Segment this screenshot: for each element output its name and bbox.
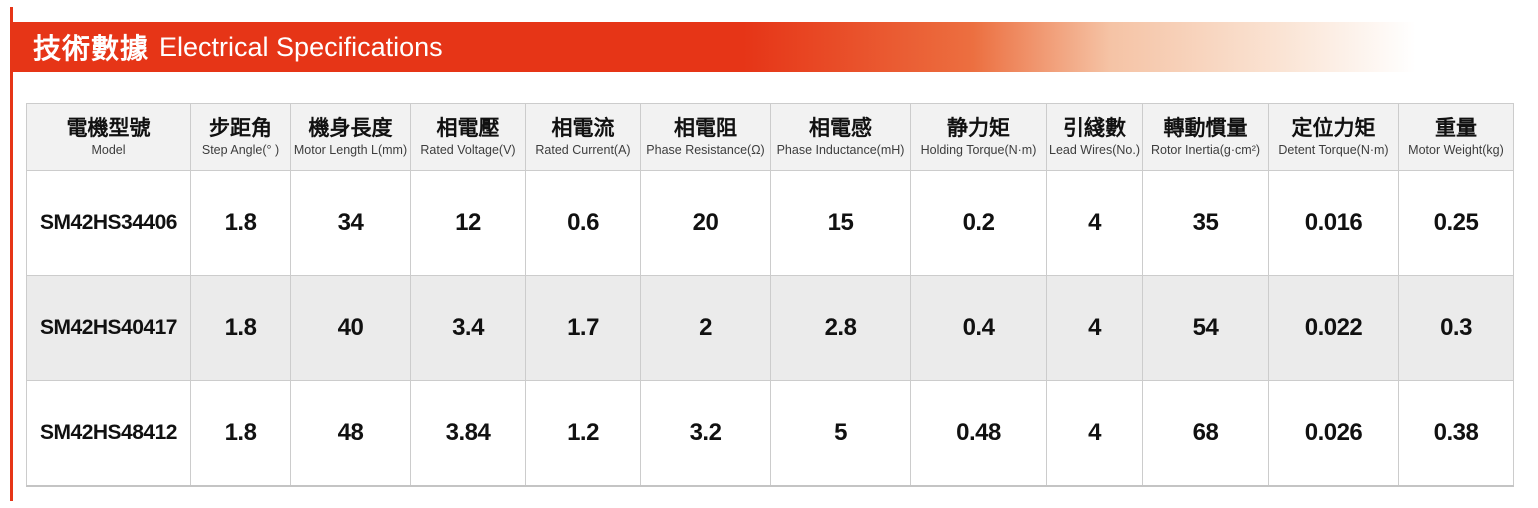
- col-header-step-angle: 步距角 Step Angle(° ): [190, 103, 291, 171]
- col-header-en: Rated Voltage(V): [420, 143, 516, 157]
- col-header-en: Rated Current(A): [535, 143, 631, 157]
- model-cell: SM42HS48412: [26, 380, 191, 486]
- col-header-en: Detent Torque(N·m): [1278, 143, 1389, 157]
- value-cell: 0.016: [1268, 170, 1399, 276]
- col-header-zh: 静力矩: [947, 116, 1010, 140]
- table-row: SM42HS48412 1.8 48 3.84 1.2 3.2 5 0.48 4…: [26, 380, 1514, 486]
- col-header-phase-inductance: 相電感 Phase Inductance(mH): [770, 103, 911, 171]
- value-cell: 0.38: [1398, 380, 1514, 486]
- col-header-zh: 轉動慣量: [1163, 116, 1248, 140]
- value-cell: 0.4: [910, 275, 1047, 381]
- value-cell: 1.8: [190, 275, 291, 381]
- col-header-rated-voltage: 相電壓 Rated Voltage(V): [410, 103, 526, 171]
- left-accent-line: [10, 7, 13, 501]
- col-header-phase-resistance: 相電阻 Phase Resistance(Ω): [640, 103, 771, 171]
- model-cell: SM42HS34406: [26, 170, 191, 276]
- value-cell: 15: [770, 170, 911, 276]
- col-header-zh: 引綫數: [1063, 116, 1126, 140]
- value-cell: 0.48: [910, 380, 1047, 486]
- value-cell: 4: [1046, 380, 1143, 486]
- value-cell: 2: [640, 275, 771, 381]
- value-cell: 54: [1142, 275, 1269, 381]
- value-cell: 1.2: [525, 380, 641, 486]
- col-header-en: Lead Wires(No.): [1049, 143, 1140, 157]
- banner-title-zh: 技術數據: [33, 33, 150, 64]
- col-header-rotor-inertia: 轉動慣量 Rotor Inertia(g·cm²): [1142, 103, 1269, 171]
- value-cell: 40: [290, 275, 411, 381]
- col-header-en: Phase Inductance(mH): [776, 143, 905, 157]
- col-header-en: Rotor Inertia(g·cm²): [1150, 143, 1261, 157]
- col-header-zh: 相電壓: [436, 116, 500, 140]
- value-cell: 2.8: [770, 275, 911, 381]
- value-cell: 3.84: [410, 380, 526, 486]
- value-cell: 1.8: [190, 380, 291, 486]
- value-cell: 0.6: [525, 170, 641, 276]
- model-cell: SM42HS40417: [26, 275, 191, 381]
- col-header-zh: 定位力矩: [1291, 116, 1376, 140]
- table-header-row: 電機型號 Model 步距角 Step Angle(° ) 機身長度 Motor…: [26, 103, 1514, 171]
- table-row: SM42HS40417 1.8 40 3.4 1.7 2 2.8 0.4 4 5…: [26, 275, 1514, 381]
- col-header-holding-torque: 静力矩 Holding Torque(N·m): [910, 103, 1047, 171]
- col-header-zh: 相電感: [809, 116, 872, 140]
- value-cell: 0.026: [1268, 380, 1399, 486]
- value-cell: 3.4: [410, 275, 526, 381]
- value-cell: 48: [290, 380, 411, 486]
- col-header-en: Model: [91, 143, 126, 157]
- col-header-zh: 重量: [1435, 116, 1477, 140]
- table-row: SM42HS34406 1.8 34 12 0.6 20 15 0.2 4 35…: [26, 170, 1514, 276]
- col-header-en: Motor Length L(mm): [293, 143, 408, 157]
- col-header-lead-wires: 引綫數 Lead Wires(No.): [1046, 103, 1143, 171]
- value-cell: 34: [290, 170, 411, 276]
- electrical-specifications-table: 電機型號 Model 步距角 Step Angle(° ) 機身長度 Motor…: [26, 103, 1514, 487]
- value-cell: 0.022: [1268, 275, 1399, 381]
- col-header-zh: 相電阻: [674, 116, 737, 140]
- col-header-model: 電機型號 Model: [26, 103, 191, 171]
- col-header-en: Phase Resistance(Ω): [646, 143, 765, 157]
- section-banner: 技術數據 Electrical Specifications: [10, 22, 1538, 72]
- value-cell: 12: [410, 170, 526, 276]
- col-header-detent-torque: 定位力矩 Detent Torque(N·m): [1268, 103, 1399, 171]
- col-header-motor-weight: 重量 Motor Weight(kg): [1398, 103, 1514, 171]
- value-cell: 0.2: [910, 170, 1047, 276]
- col-header-en: Step Angle(° ): [201, 143, 280, 157]
- value-cell: 4: [1046, 170, 1143, 276]
- col-header-motor-length: 機身長度 Motor Length L(mm): [290, 103, 411, 171]
- value-cell: 1.8: [190, 170, 291, 276]
- value-cell: 1.7: [525, 275, 641, 381]
- value-cell: 5: [770, 380, 911, 486]
- col-header-rated-current: 相電流 Rated Current(A): [525, 103, 641, 171]
- col-header-en: Holding Torque(N·m): [920, 143, 1037, 157]
- col-header-zh: 相電流: [551, 116, 615, 140]
- banner-title-en: Electrical Specifications: [159, 31, 443, 62]
- col-header-zh: 機身長度: [308, 116, 393, 140]
- value-cell: 0.25: [1398, 170, 1514, 276]
- value-cell: 35: [1142, 170, 1269, 276]
- value-cell: 3.2: [640, 380, 771, 486]
- col-header-zh: 電機型號: [66, 116, 151, 140]
- value-cell: 68: [1142, 380, 1269, 486]
- value-cell: 4: [1046, 275, 1143, 381]
- col-header-zh: 步距角: [209, 116, 272, 140]
- value-cell: 0.3: [1398, 275, 1514, 381]
- col-header-en: Motor Weight(kg): [1408, 143, 1504, 157]
- value-cell: 20: [640, 170, 771, 276]
